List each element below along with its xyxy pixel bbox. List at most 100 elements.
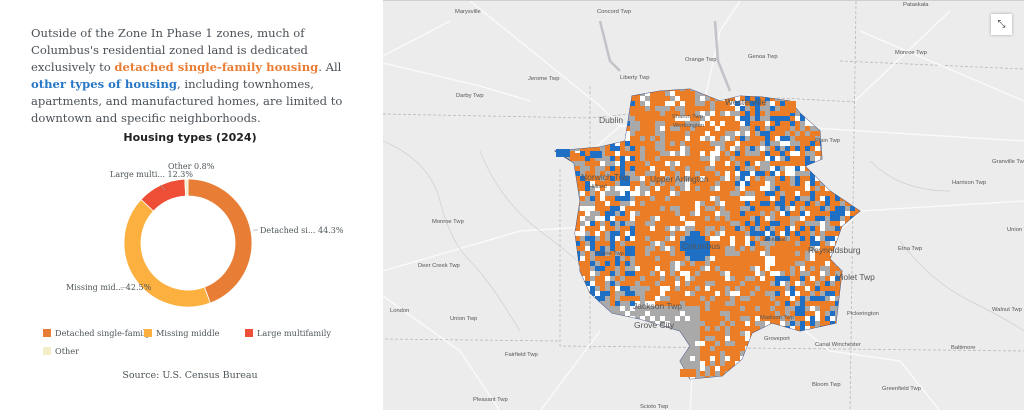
zoning-parcel[interactable] <box>855 256 860 262</box>
zoning-parcel[interactable] <box>820 261 826 267</box>
zoning-parcel[interactable] <box>775 171 781 177</box>
zoning-parcel[interactable] <box>575 346 581 352</box>
zoning-parcel[interactable] <box>620 136 626 142</box>
zoning-parcel[interactable] <box>810 366 816 372</box>
zoning-parcel[interactable] <box>790 356 796 362</box>
zoning-parcel[interactable] <box>755 286 761 292</box>
zoning-parcel[interactable] <box>580 316 586 322</box>
zoning-parcel[interactable] <box>740 261 746 267</box>
zoning-parcel[interactable] <box>800 156 806 162</box>
zoning-parcel[interactable] <box>580 306 586 312</box>
zoning-parcel[interactable] <box>835 121 841 127</box>
zoning-parcel[interactable] <box>625 281 631 287</box>
zoning-parcel[interactable] <box>840 366 846 372</box>
zoning-parcel[interactable] <box>590 151 602 158</box>
zoning-parcel[interactable] <box>825 211 831 217</box>
zoning-parcel[interactable] <box>640 351 646 357</box>
zoning-parcel[interactable] <box>650 91 656 97</box>
zoning-parcel[interactable] <box>645 146 651 152</box>
zoning-parcel[interactable] <box>630 341 636 347</box>
zoning-parcel[interactable] <box>685 156 691 162</box>
zoning-parcel[interactable] <box>625 86 631 92</box>
zoning-parcel[interactable] <box>765 156 771 162</box>
zoning-parcel[interactable] <box>745 331 751 337</box>
zoning-parcel[interactable] <box>670 341 676 347</box>
zoning-parcel[interactable] <box>860 176 865 181</box>
zoning-parcel[interactable] <box>780 121 786 127</box>
zoning-parcel[interactable] <box>760 371 766 377</box>
zoning-parcel[interactable] <box>665 281 671 287</box>
zoning-parcel[interactable] <box>585 241 591 247</box>
zoning-parcel[interactable] <box>685 321 691 327</box>
zoning-parcel[interactable] <box>830 361 836 367</box>
zoning-parcel[interactable] <box>675 351 681 357</box>
zoning-parcel[interactable] <box>615 366 621 372</box>
zoning-parcel[interactable] <box>585 266 591 272</box>
zoning-parcel[interactable] <box>615 146 621 152</box>
zoning-parcel[interactable] <box>725 251 731 257</box>
zoning-parcel[interactable] <box>595 176 601 182</box>
zoning-parcel[interactable] <box>860 256 865 261</box>
zoning-parcel[interactable] <box>615 156 621 162</box>
zoning-parcel[interactable] <box>845 106 851 112</box>
zoning-parcel[interactable] <box>805 106 811 112</box>
zoning-parcel[interactable] <box>700 351 706 357</box>
zoning-parcel[interactable] <box>720 326 726 332</box>
zoning-parcel[interactable] <box>760 111 766 117</box>
zoning-parcel[interactable] <box>705 331 711 337</box>
zoning-parcel[interactable] <box>750 161 756 167</box>
zoning-parcel[interactable] <box>855 186 860 192</box>
zoning-parcel[interactable] <box>580 266 586 272</box>
zoning-parcel[interactable] <box>585 331 591 337</box>
zoning-parcel[interactable] <box>795 366 801 372</box>
zoning-parcel[interactable] <box>630 161 636 167</box>
zoning-parcel[interactable] <box>845 121 851 127</box>
zoning-parcel[interactable] <box>790 276 796 282</box>
zoning-parcel[interactable] <box>720 146 726 152</box>
zoning-parcel[interactable] <box>695 126 701 132</box>
zoning-parcel[interactable] <box>610 216 616 222</box>
zoning-parcel[interactable] <box>700 171 706 177</box>
zoning-parcel[interactable] <box>615 331 621 337</box>
zoning-parcel[interactable] <box>835 321 841 327</box>
zoning-parcel[interactable] <box>750 121 756 127</box>
zoning-parcel[interactable] <box>695 191 701 197</box>
zoning-parcel[interactable] <box>580 246 586 252</box>
zoning-parcel[interactable] <box>730 121 736 127</box>
zoning-parcel[interactable] <box>855 171 860 177</box>
zoning-parcel[interactable] <box>645 196 651 202</box>
zoning-parcel[interactable] <box>775 176 781 182</box>
zoning-parcel[interactable] <box>650 286 656 292</box>
zoning-parcel[interactable] <box>845 181 851 187</box>
zoning-parcel[interactable] <box>775 366 781 372</box>
zoning-parcel[interactable] <box>805 171 811 177</box>
zoning-parcel[interactable] <box>595 341 601 347</box>
zoning-parcel[interactable] <box>780 301 786 307</box>
zoning-parcel[interactable] <box>640 86 646 92</box>
zoning-parcel[interactable] <box>670 376 676 381</box>
zoning-parcel[interactable] <box>690 336 696 342</box>
zoning-parcel[interactable] <box>585 376 591 381</box>
zoning-parcel[interactable] <box>625 226 631 232</box>
zoning-parcel[interactable] <box>830 151 836 157</box>
zoning-parcel[interactable] <box>575 376 581 381</box>
zoning-parcel[interactable] <box>745 311 751 317</box>
zoning-parcel[interactable] <box>765 176 771 182</box>
zoning-parcel[interactable] <box>665 261 671 267</box>
zoning-parcel[interactable] <box>700 226 706 232</box>
zoning-parcel[interactable] <box>860 106 865 111</box>
zoning-parcel[interactable] <box>845 331 851 337</box>
zoning-parcel[interactable] <box>775 121 781 127</box>
zoning-parcel[interactable] <box>700 126 706 132</box>
zoning-parcel[interactable] <box>760 316 766 322</box>
zoning-parcel[interactable] <box>620 376 626 381</box>
zoning-parcel[interactable] <box>755 276 761 282</box>
zoning-parcel[interactable] <box>805 366 811 372</box>
zoning-parcel[interactable] <box>615 251 621 257</box>
zoning-parcel[interactable] <box>825 356 831 362</box>
zoning-parcel[interactable] <box>680 121 686 127</box>
zoning-parcel[interactable] <box>575 276 581 282</box>
zoning-parcel[interactable] <box>705 116 711 122</box>
zoning-parcel[interactable] <box>655 196 661 202</box>
zoning-parcel[interactable] <box>625 131 631 137</box>
